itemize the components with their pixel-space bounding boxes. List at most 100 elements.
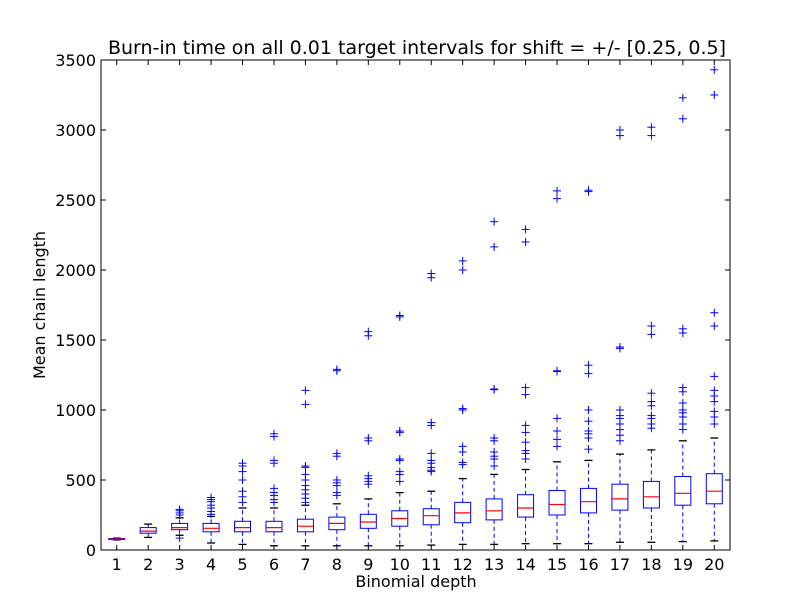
x-tick-label-2: 2: [143, 555, 153, 574]
flier-12-6: [458, 266, 467, 274]
flier-12-3: [458, 442, 467, 451]
flier-9-3: [364, 471, 373, 480]
x-tick-label-15: 15: [547, 555, 567, 574]
box-18: [642, 480, 660, 509]
box-group-6: [265, 429, 283, 547]
flier-16-3: [584, 427, 593, 435]
y-tick-label-3000: 3000: [55, 121, 96, 140]
box-group-4: [202, 493, 220, 544]
flier-16-4: [584, 417, 593, 426]
x-axis: 1 2 3 4 5 6 7 8 9 10 11 12 13 14 15 16 17 18 19 20: [112, 60, 724, 574]
flier-16-7: [584, 361, 593, 370]
chart-title: Burn-in time on all 0.01 target interval…: [108, 37, 726, 59]
flier-10-0: [395, 477, 404, 486]
flier-19-9: [678, 324, 687, 333]
flier-14-5: [521, 421, 530, 430]
flier-11-5: [427, 449, 436, 458]
x-tick-label-20: 20: [704, 555, 724, 574]
flier-17-10: [615, 126, 624, 134]
flier-14-4: [521, 428, 530, 437]
flier-20-9: [710, 91, 719, 99]
flier-18-10: [647, 123, 656, 132]
box-group-12: [454, 256, 472, 546]
flier-9-5: [364, 434, 373, 442]
flier-18-3: [647, 411, 656, 420]
x-tick-label-11: 11: [421, 555, 441, 574]
flier-3-4: [175, 534, 184, 543]
flier-20-7: [710, 322, 719, 330]
box-group-3: [171, 505, 189, 543]
box-4: [202, 522, 220, 533]
box-group-7: [296, 386, 314, 547]
flier-20-5: [710, 386, 719, 395]
flier-19-1: [678, 420, 687, 428]
y-tick-label-0: 0: [86, 541, 96, 560]
box-16: [579, 487, 597, 514]
flier-20-8: [710, 308, 719, 317]
flier-15-1: [553, 435, 562, 444]
box-group-13: [485, 217, 503, 546]
flier-14-2: [521, 446, 530, 455]
box-group-20: [705, 65, 723, 542]
flier-15-0: [553, 442, 562, 451]
flier-14-7: [521, 383, 530, 392]
flier-7-10: [301, 386, 310, 395]
flier-15-5: [553, 366, 562, 375]
flier-5-3: [238, 476, 247, 484]
flier-16-5: [584, 406, 593, 414]
flier-11-9: [427, 269, 436, 278]
box-group-11: [422, 269, 440, 546]
x-tick-label-17: 17: [610, 555, 630, 574]
flier-11-4: [427, 456, 436, 465]
x-tick-label-9: 9: [363, 555, 373, 574]
flier-10-2: [395, 467, 404, 476]
box-6: [265, 520, 283, 533]
x-tick-label-12: 12: [452, 555, 472, 574]
box-11: [422, 508, 440, 526]
box-17: [611, 483, 629, 511]
flier-7-9: [301, 400, 310, 409]
flier-13-0: [490, 462, 499, 470]
flier-18-7: [647, 330, 656, 339]
flier-16-0: [584, 445, 593, 454]
x-tick-label-4: 4: [206, 555, 216, 574]
flier-8-6: [332, 449, 341, 458]
x-tick-label-8: 8: [332, 555, 342, 574]
flier-18-5: [647, 397, 656, 406]
flier-18-8: [647, 322, 656, 330]
flier-13-5: [490, 434, 499, 442]
box-group-15: [548, 186, 566, 545]
flier-3-3: [175, 505, 184, 514]
flier-13-7: [490, 385, 499, 393]
flier-16-6: [584, 369, 593, 378]
box-20: [705, 473, 723, 505]
flier-7-8: [301, 462, 310, 470]
x-tick-label-18: 18: [641, 555, 661, 574]
flier-6-4: [269, 484, 278, 493]
box-group-1: [108, 537, 126, 541]
box-7: [296, 518, 314, 533]
box-group-14: [517, 225, 535, 545]
flier-14-8: [521, 238, 530, 246]
flier-8-1: [332, 488, 341, 497]
flier-8-8: [332, 365, 341, 374]
y-tick-label-1500: 1500: [55, 331, 96, 350]
x-tick-label-10: 10: [390, 555, 410, 574]
flier-10-6: [395, 427, 404, 435]
flier-7-6: [301, 470, 310, 479]
flier-12-5: [458, 404, 467, 413]
flier-5-6: [238, 459, 247, 468]
flier-19-4: [678, 406, 687, 414]
flier-20-10: [710, 65, 719, 74]
box-group-19: [674, 93, 692, 543]
flier-10-8: [395, 311, 404, 320]
flier-12-1: [458, 458, 467, 467]
flier-14-3: [521, 438, 530, 447]
flier-19-11: [678, 93, 687, 102]
flier-11-7: [427, 418, 436, 427]
flier-8-4: [332, 476, 341, 484]
flier-20-2: [710, 407, 719, 416]
x-tick-label-7: 7: [300, 555, 310, 574]
box-group-9: [359, 327, 377, 547]
x-tick-label-16: 16: [578, 555, 598, 574]
